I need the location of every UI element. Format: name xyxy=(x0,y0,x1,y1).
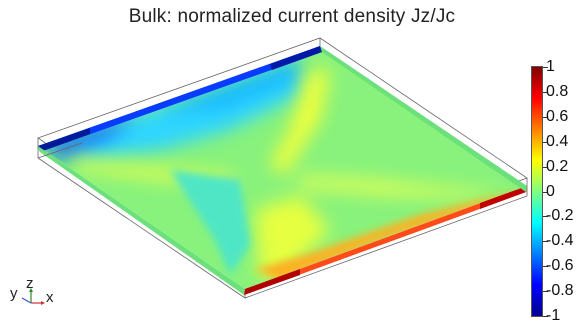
colorbar-tick-label: -0.6 xyxy=(546,257,574,275)
axis-label-y: y xyxy=(10,285,18,302)
colorbar-tick-mark xyxy=(543,216,548,218)
colorbar-tick-label: 0 xyxy=(546,182,555,200)
colorbar-tick-label: 0.2 xyxy=(546,157,569,175)
colorbar-tick-label: -0.8 xyxy=(546,282,574,300)
colorbar-tick-mark xyxy=(543,266,548,268)
colorbar-tick-label: 0.4 xyxy=(546,132,569,150)
axis-triad: y z x xyxy=(8,276,68,316)
colorbar-tick-label: -0.4 xyxy=(546,232,574,250)
axis-triad-icon xyxy=(21,288,45,305)
colorbar-tick-label: 0.6 xyxy=(546,107,569,125)
plate-edges xyxy=(38,46,527,295)
colorbar-tick-mark xyxy=(543,316,548,317)
colorbar-tick-label: -0.2 xyxy=(546,207,574,225)
plate-surface xyxy=(38,46,527,289)
colorbar-tick-mark xyxy=(543,67,548,68)
colorbar-tick-mark xyxy=(543,91,548,93)
colorbar xyxy=(531,66,543,317)
colorbar-tick-mark xyxy=(543,141,548,143)
colorbar-tick-mark xyxy=(543,116,548,118)
colorbar-tick-label: 1 xyxy=(546,58,555,75)
axis-label-z: z xyxy=(26,275,34,292)
colorbar-tick-label: -1 xyxy=(546,307,561,324)
axis-label-x: x xyxy=(46,289,54,306)
colorbar-tick-label: 0.8 xyxy=(546,82,569,100)
plot-title: Bulk: normalized current density Jz/Jc xyxy=(128,6,456,27)
colorbar-tick-mark xyxy=(543,241,548,243)
colorbar-tick-mark xyxy=(543,166,548,168)
colorbar-tick-mark xyxy=(543,191,548,193)
bounding-box-bottom xyxy=(37,142,528,299)
colorbar-tick-mark xyxy=(543,291,548,293)
